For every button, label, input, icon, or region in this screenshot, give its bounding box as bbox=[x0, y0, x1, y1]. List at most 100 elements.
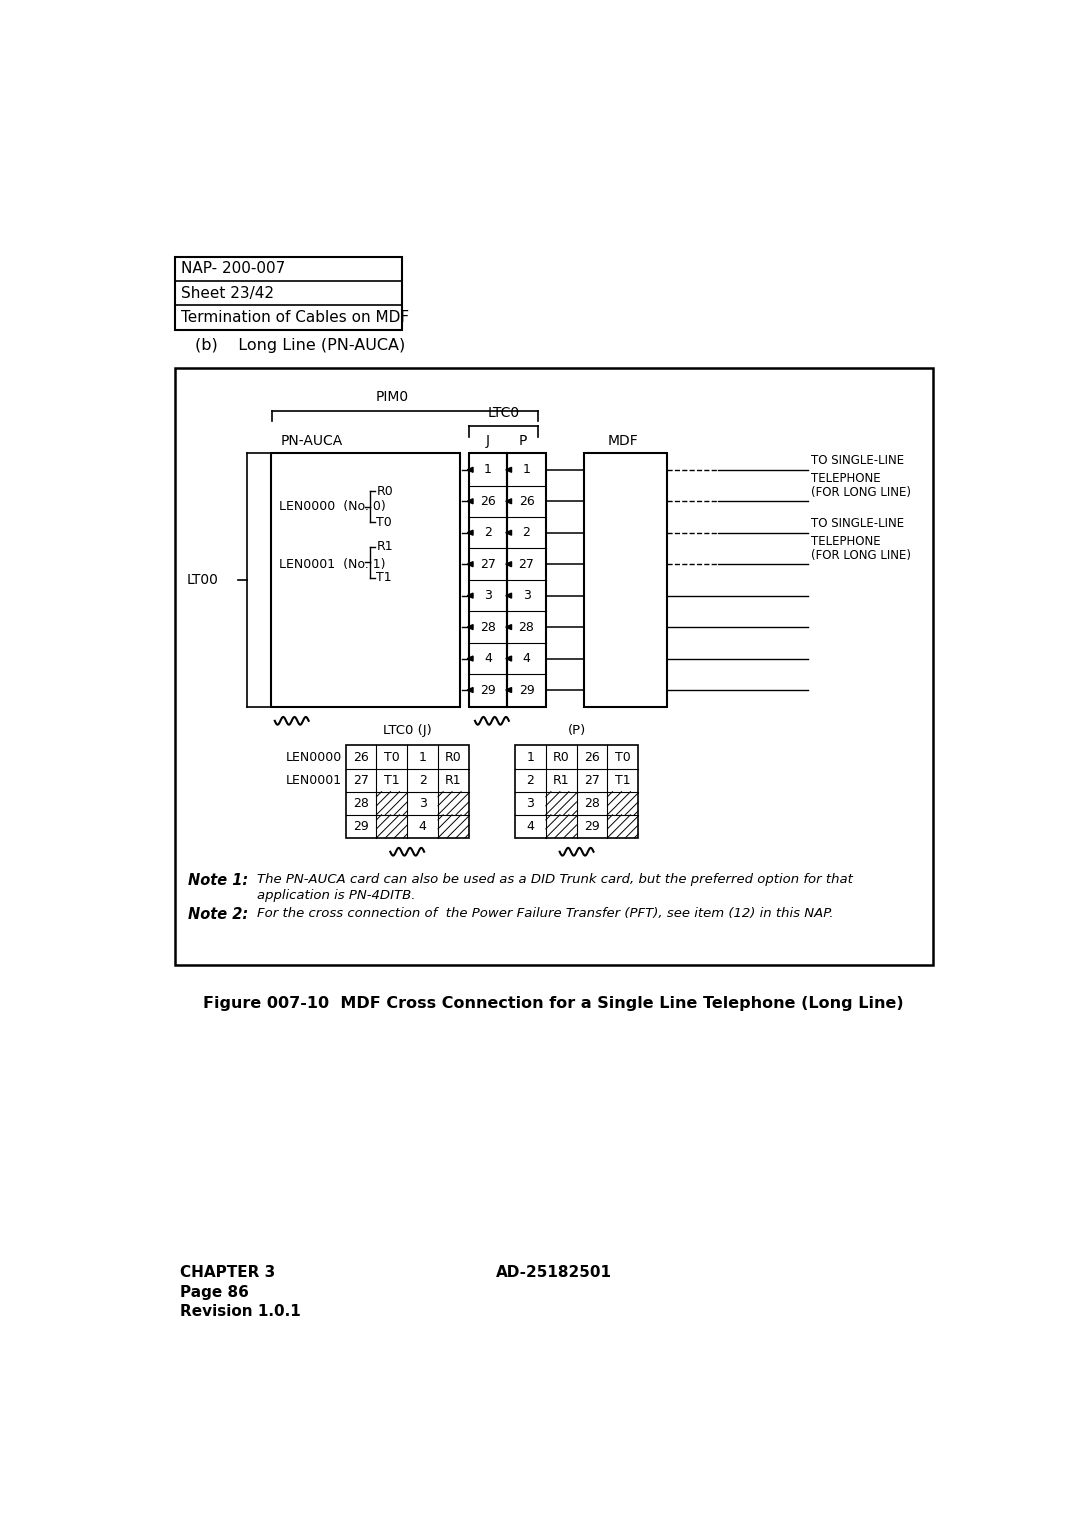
Text: Note 2:: Note 2: bbox=[188, 908, 248, 923]
Polygon shape bbox=[468, 468, 473, 472]
Text: R1: R1 bbox=[377, 541, 393, 553]
Text: 2: 2 bbox=[484, 526, 492, 539]
Text: TO SINGLE-LINE: TO SINGLE-LINE bbox=[811, 454, 905, 468]
Polygon shape bbox=[468, 656, 473, 662]
Text: NAP- 200-007: NAP- 200-007 bbox=[180, 261, 285, 277]
Text: 3: 3 bbox=[419, 796, 427, 810]
Text: 1: 1 bbox=[526, 750, 535, 764]
Polygon shape bbox=[505, 530, 512, 535]
Text: (P): (P) bbox=[567, 724, 585, 736]
Text: 3: 3 bbox=[523, 590, 530, 602]
Polygon shape bbox=[505, 468, 512, 472]
Text: Termination of Cables on MDF: Termination of Cables on MDF bbox=[180, 310, 409, 325]
Text: (FOR LONG LINE): (FOR LONG LINE) bbox=[811, 486, 912, 500]
Text: 29: 29 bbox=[353, 821, 369, 833]
Text: Page 86: Page 86 bbox=[180, 1285, 248, 1300]
Text: T1: T1 bbox=[377, 571, 392, 584]
Text: 28: 28 bbox=[584, 796, 599, 810]
Text: 26: 26 bbox=[518, 495, 535, 507]
Text: MDF: MDF bbox=[607, 434, 638, 448]
Text: 4: 4 bbox=[523, 652, 530, 665]
Polygon shape bbox=[468, 593, 473, 597]
Text: 2: 2 bbox=[526, 773, 535, 787]
Text: Sheet 23/42: Sheet 23/42 bbox=[180, 286, 274, 301]
Text: R0: R0 bbox=[553, 750, 569, 764]
Polygon shape bbox=[505, 688, 512, 692]
Text: R1: R1 bbox=[445, 773, 462, 787]
Text: (b)    Long Line (PN-AUCA): (b) Long Line (PN-AUCA) bbox=[195, 338, 406, 353]
Text: 27: 27 bbox=[518, 558, 535, 570]
Text: LEN0000: LEN0000 bbox=[285, 750, 341, 764]
Bar bbox=[515, 746, 638, 837]
Text: T0: T0 bbox=[615, 750, 631, 764]
Text: 26: 26 bbox=[584, 750, 599, 764]
Text: P: P bbox=[518, 434, 527, 448]
Text: The PN-AUCA card can also be used as a DID Trunk card, but the preferred option : The PN-AUCA card can also be used as a D… bbox=[257, 872, 853, 886]
Text: R0: R0 bbox=[445, 750, 462, 764]
Polygon shape bbox=[505, 625, 512, 630]
Text: CHAPTER 3: CHAPTER 3 bbox=[180, 1265, 275, 1280]
Text: 27: 27 bbox=[481, 558, 496, 570]
Text: For the cross connection of  the Power Failure Transfer (PFT), see item (12) in : For the cross connection of the Power Fa… bbox=[257, 908, 834, 920]
Text: 29: 29 bbox=[518, 683, 535, 697]
Text: 27: 27 bbox=[584, 773, 599, 787]
Text: 28: 28 bbox=[481, 620, 496, 634]
Text: 1: 1 bbox=[484, 463, 492, 477]
Polygon shape bbox=[505, 498, 512, 504]
Text: Note 1:: Note 1: bbox=[188, 872, 248, 888]
Text: LEN0000  (No. 0): LEN0000 (No. 0) bbox=[279, 500, 386, 513]
Text: T1: T1 bbox=[384, 773, 400, 787]
Text: 4: 4 bbox=[526, 821, 535, 833]
Bar bbox=[469, 452, 508, 707]
Text: TELEPHONE: TELEPHONE bbox=[811, 535, 881, 549]
Text: 1: 1 bbox=[523, 463, 530, 477]
Text: 29: 29 bbox=[481, 683, 496, 697]
Text: PN-AUCA: PN-AUCA bbox=[280, 434, 342, 448]
Text: T0: T0 bbox=[377, 515, 392, 529]
Text: 29: 29 bbox=[584, 821, 599, 833]
Text: 3: 3 bbox=[526, 796, 535, 810]
Text: TO SINGLE-LINE: TO SINGLE-LINE bbox=[811, 518, 905, 530]
Text: 3: 3 bbox=[484, 590, 492, 602]
Polygon shape bbox=[468, 562, 473, 567]
Polygon shape bbox=[505, 656, 512, 662]
Text: application is PN-4DITB.: application is PN-4DITB. bbox=[257, 889, 416, 903]
Text: LEN0001: LEN0001 bbox=[285, 773, 341, 787]
Text: 27: 27 bbox=[353, 773, 369, 787]
Polygon shape bbox=[468, 625, 473, 630]
Text: PIM0: PIM0 bbox=[375, 391, 408, 405]
Bar bbox=[175, 257, 402, 330]
Text: TELEPHONE: TELEPHONE bbox=[811, 472, 881, 484]
Polygon shape bbox=[468, 530, 473, 535]
Text: 4: 4 bbox=[484, 652, 492, 665]
Text: LT00: LT00 bbox=[187, 573, 218, 587]
Polygon shape bbox=[468, 498, 473, 504]
Polygon shape bbox=[505, 562, 512, 567]
Text: AD-25182501: AD-25182501 bbox=[496, 1265, 611, 1280]
Text: Figure 007-10  MDF Cross Connection for a Single Line Telephone (Long Line): Figure 007-10 MDF Cross Connection for a… bbox=[203, 996, 904, 1012]
Text: LEN0001  (No. 1): LEN0001 (No. 1) bbox=[279, 558, 386, 571]
Text: (FOR LONG LINE): (FOR LONG LINE) bbox=[811, 549, 912, 562]
Polygon shape bbox=[505, 593, 512, 597]
Bar bbox=[271, 452, 460, 707]
Bar bbox=[584, 452, 667, 707]
Text: 2: 2 bbox=[419, 773, 427, 787]
Text: J: J bbox=[486, 434, 490, 448]
Text: R1: R1 bbox=[553, 773, 569, 787]
Bar bbox=[346, 746, 469, 837]
Text: 26: 26 bbox=[353, 750, 369, 764]
Text: 26: 26 bbox=[481, 495, 496, 507]
Polygon shape bbox=[468, 688, 473, 692]
Text: R0: R0 bbox=[377, 484, 393, 498]
Text: T1: T1 bbox=[615, 773, 631, 787]
Text: 2: 2 bbox=[523, 526, 530, 539]
Bar bbox=[175, 368, 933, 964]
Bar bbox=[508, 452, 545, 707]
Text: Revision 1.0.1: Revision 1.0.1 bbox=[180, 1303, 301, 1319]
Text: 1: 1 bbox=[419, 750, 427, 764]
Text: 4: 4 bbox=[419, 821, 427, 833]
Text: T0: T0 bbox=[383, 750, 400, 764]
Text: 28: 28 bbox=[353, 796, 369, 810]
Text: 28: 28 bbox=[518, 620, 535, 634]
Text: LTC0: LTC0 bbox=[487, 406, 519, 420]
